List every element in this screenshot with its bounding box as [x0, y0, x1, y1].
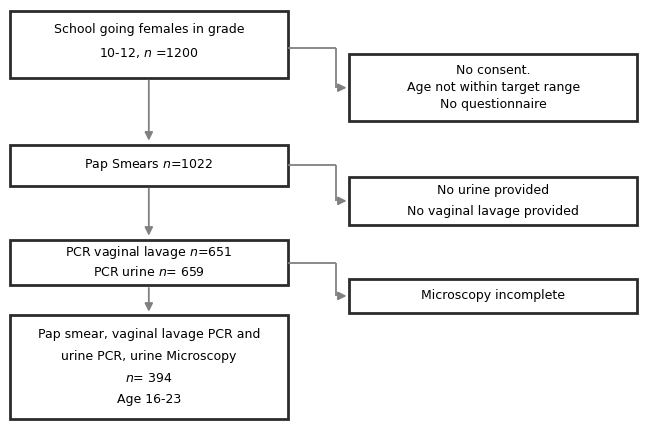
Text: 10-12, $\it{n}$ =1200: 10-12, $\it{n}$ =1200 [99, 46, 199, 60]
Text: PCR urine $\it{n}$= 659: PCR urine $\it{n}$= 659 [93, 265, 204, 279]
Text: School going females in grade: School going females in grade [54, 22, 244, 36]
Text: PCR vaginal lavage $\it{n}$=651: PCR vaginal lavage $\it{n}$=651 [65, 245, 232, 261]
Text: Age not within target range: Age not within target range [407, 81, 580, 94]
Text: No consent.: No consent. [456, 64, 531, 77]
Text: $\it{n}$= 394: $\it{n}$= 394 [125, 372, 173, 384]
FancyBboxPatch shape [10, 315, 288, 419]
Text: Pap Smears $\it{n}$=1022: Pap Smears $\it{n}$=1022 [84, 157, 214, 173]
Text: No vaginal lavage provided: No vaginal lavage provided [408, 205, 579, 218]
FancyBboxPatch shape [349, 54, 637, 121]
FancyBboxPatch shape [349, 279, 637, 313]
Text: urine PCR, urine Microscopy: urine PCR, urine Microscopy [61, 350, 237, 363]
FancyBboxPatch shape [10, 240, 288, 285]
Text: Age 16-23: Age 16-23 [116, 393, 181, 406]
Text: No questionnaire: No questionnaire [440, 98, 547, 111]
FancyBboxPatch shape [10, 145, 288, 186]
Text: Pap smear, vaginal lavage PCR and: Pap smear, vaginal lavage PCR and [38, 328, 260, 341]
FancyBboxPatch shape [349, 177, 637, 225]
Text: Microscopy incomplete: Microscopy incomplete [421, 289, 565, 302]
FancyBboxPatch shape [10, 11, 288, 78]
Text: No urine provided: No urine provided [437, 184, 549, 197]
